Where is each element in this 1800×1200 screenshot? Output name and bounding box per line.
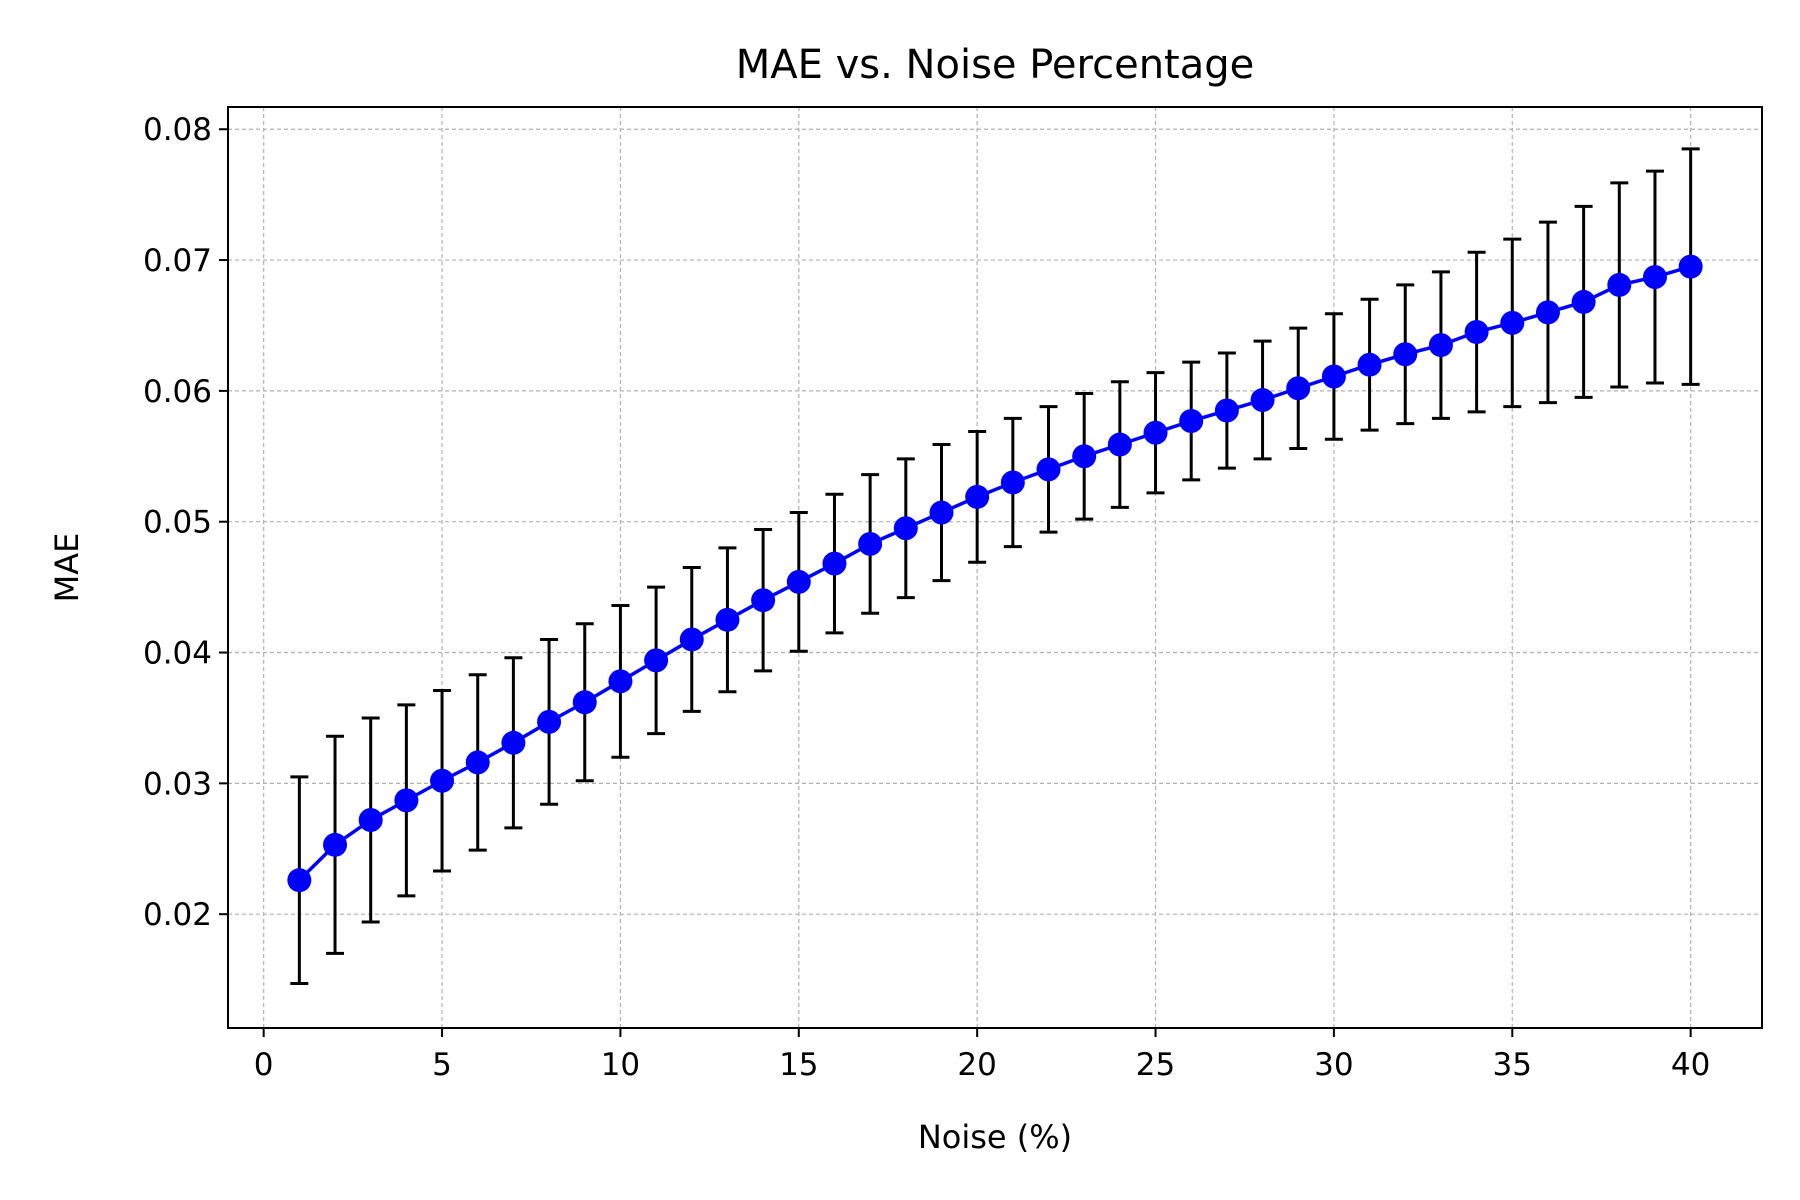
data-point [430,768,455,793]
x-tick-label: 15 [779,1047,818,1083]
data-point [608,669,633,694]
data-point [822,551,847,576]
data-point [715,607,740,632]
data-point [1464,320,1489,345]
data-point [1393,342,1418,367]
data-point [537,709,562,734]
y-tick-label: 0.02 [143,897,212,933]
data-point [358,807,383,832]
data-point [679,627,704,652]
x-tick-label: 10 [601,1047,640,1083]
data-point [1286,376,1311,401]
x-axis-label: Noise (%) [918,1118,1072,1156]
data-point [465,750,490,775]
data-point [394,788,419,813]
data-point [1143,420,1168,445]
data-point [1607,272,1632,297]
data-point [323,832,348,857]
data-point [1250,388,1275,413]
plot-frame [227,106,1763,1029]
data-point [1179,408,1204,433]
y-tick-label: 0.03 [143,766,212,802]
y-tick-label: 0.07 [143,243,212,279]
data-point [1000,470,1025,495]
y-tick-label: 0.06 [143,374,212,410]
x-tick-label: 30 [1314,1047,1353,1083]
data-point [1571,289,1596,314]
data-point [1072,444,1097,469]
y-tick-label: 0.08 [143,112,212,148]
data-point [858,531,883,556]
data-point [1500,310,1525,335]
x-tick-label: 35 [1493,1047,1532,1083]
series-line [298,264,1692,882]
x-tick-label: 0 [254,1047,274,1083]
x-tick-label: 5 [432,1047,452,1083]
data-point [1357,352,1382,377]
data-point [1107,432,1132,457]
data-point [644,648,669,673]
data-point [287,868,312,893]
x-tick-label: 40 [1671,1047,1710,1083]
x-axis-ticks: 0 5 10 15 20 25 30 35 40 [254,1028,1710,1083]
data-point [893,516,918,541]
grid [228,107,1762,1028]
chart-title: MAE vs. Noise Percentage [736,42,1255,88]
y-axis-ticks: 0.02 0.03 0.04 0.05 0.06 0.07 0.08 [143,112,228,933]
data-point [1678,254,1703,279]
x-tick-label: 20 [957,1047,996,1083]
y-tick-label: 0.05 [143,505,212,541]
data-points [287,254,1703,893]
data-point [1214,398,1239,423]
data-point [1036,457,1061,482]
data-point [572,690,597,715]
data-point [929,500,954,525]
data-point [751,588,776,613]
data-point [501,730,526,755]
data-point [965,484,990,509]
data-point [1321,364,1346,389]
series-line-group [298,264,1692,882]
data-point [786,569,811,594]
y-axis-label: MAE [48,533,86,603]
y-tick-label: 0.04 [143,636,212,672]
data-point [1428,333,1453,358]
data-point [1642,265,1667,290]
x-tick-label: 25 [1136,1047,1175,1083]
data-point [1535,300,1560,325]
